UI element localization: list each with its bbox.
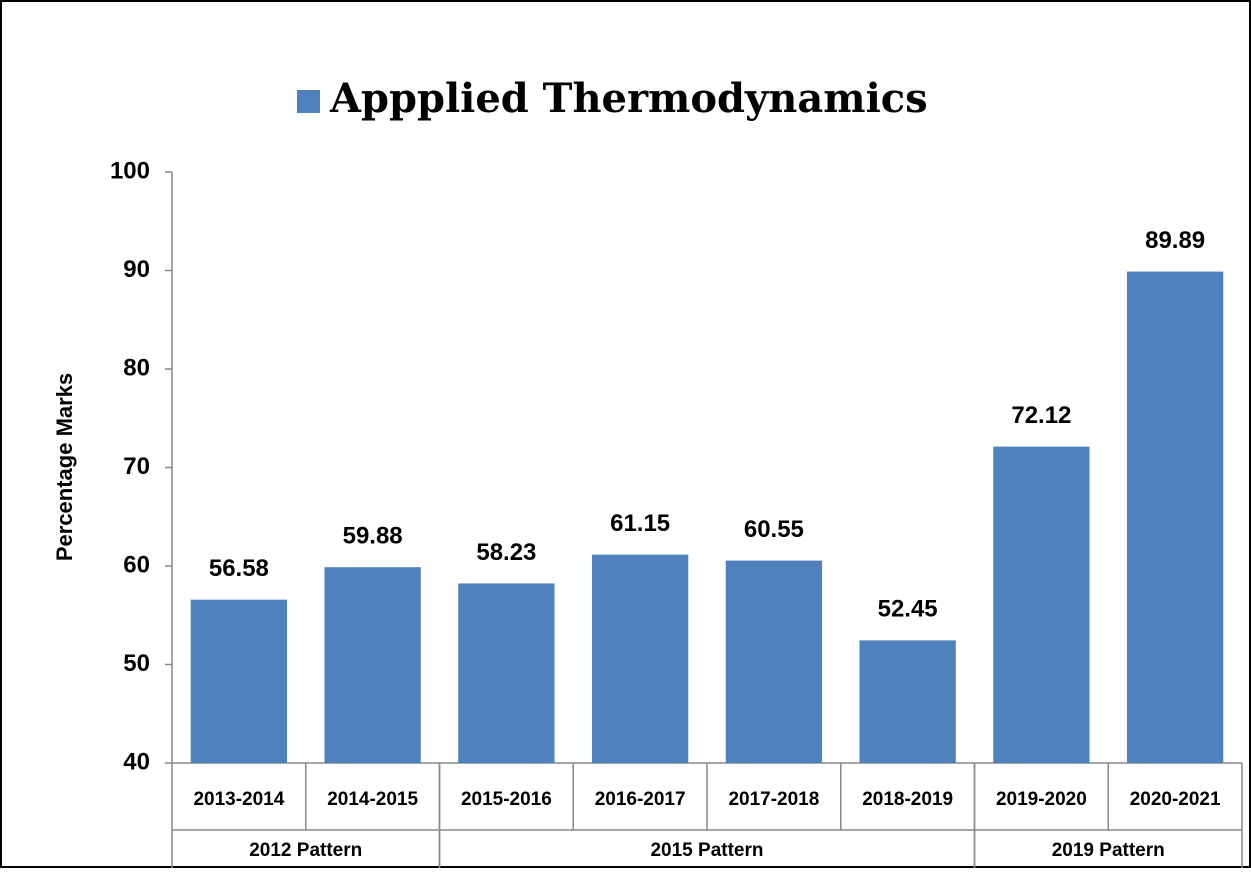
value-label: 52.45 [878,596,938,623]
bar [859,640,956,763]
value-label: 72.12 [1011,402,1071,429]
x-tick-label: 2018-2019 [862,789,953,810]
y-tick-label: 60 [123,551,150,578]
x-tick-label: 2013-2014 [193,789,284,810]
group-label: 2015 Pattern [650,840,763,861]
legend-label: Appplied Thermodynamics [329,75,928,122]
value-label: 56.58 [209,555,269,582]
y-tick-label: 80 [123,354,150,381]
y-tick-label: 70 [123,453,150,480]
legend-swatch [297,90,320,113]
bar [725,560,823,763]
y-tick-label: 100 [110,157,150,184]
x-tick-label: 2019-2020 [996,789,1087,810]
bar [993,446,1090,763]
group-label: 2012 Pattern [249,840,362,861]
value-label: 60.55 [744,516,804,543]
y-axis-label: Percentage Marks [52,373,77,561]
value-label: 59.88 [343,523,403,550]
x-tick-label: 2017-2018 [728,789,819,810]
bar [458,583,555,763]
bar [591,554,689,763]
x-tick-label: 2020-2021 [1130,789,1221,810]
bar [324,567,421,763]
x-tick-label: 2014-2015 [327,789,418,810]
group-label: 2019 Pattern [1052,840,1165,861]
bar [190,599,288,763]
value-label: 89.89 [1145,227,1205,254]
x-tick-label: 2015-2016 [461,789,552,810]
y-tick-label: 90 [123,256,150,283]
value-label: 61.15 [610,510,670,537]
bar [1126,271,1224,763]
value-label: 58.23 [476,539,536,566]
y-tick-label: 40 [123,748,150,775]
x-tick-label: 2016-2017 [595,789,686,810]
y-tick-label: 50 [123,650,150,677]
